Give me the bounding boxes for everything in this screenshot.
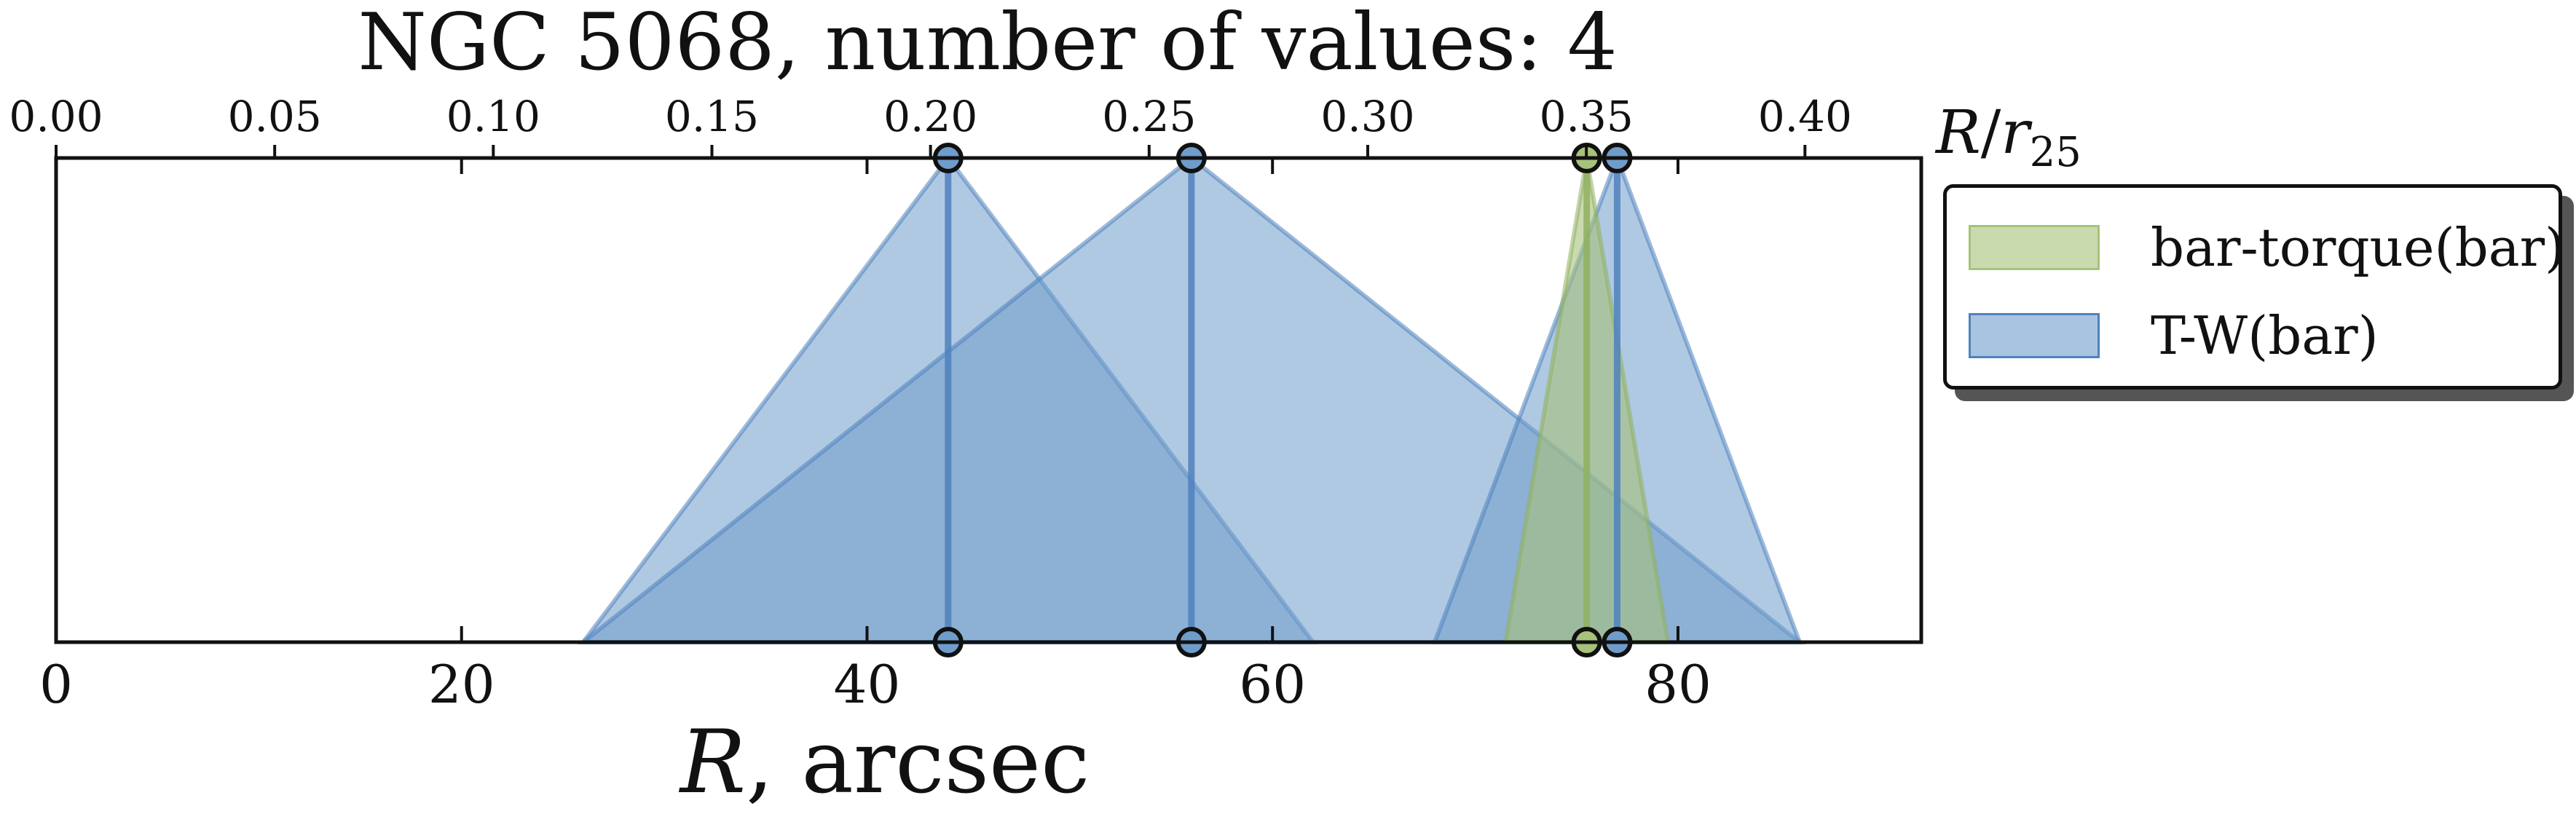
top-axis: 0.00 0.05 0.10 0.15 0.20 0.25 0.30 0.35 0.40 (9, 92, 1852, 158)
legend-label-bar-torque: bar-torque(bar) (2151, 217, 2566, 278)
chart-title: NGC 5068, number of values: 4 (358, 0, 1617, 88)
top-tick-label: 0.35 (1540, 92, 1634, 141)
legend-item-bar-torque: bar-torque(bar) (1969, 217, 2566, 278)
top-tick-label: 0.15 (665, 92, 759, 141)
top-tick-label: 0.40 (1758, 92, 1852, 141)
legend: bar-torque(bar) T-W(bar) (1943, 184, 2566, 390)
legend-item-tw: T-W(bar) (1969, 305, 2379, 366)
bottom-tick-label: 80 (1645, 654, 1712, 715)
x-axis-label: R, arcsec (679, 712, 1090, 813)
bottom-tick-label: 60 (1239, 654, 1306, 715)
top-tick-label: 0.05 (228, 92, 322, 141)
top-tick-label: 0.00 (9, 92, 103, 141)
top-tick-label: 0.20 (883, 92, 977, 141)
bottom-tick-label: 0 (39, 654, 73, 715)
top-tick-label: 0.25 (1102, 92, 1196, 141)
legend-label-tw: T-W(bar) (2151, 305, 2379, 366)
plot-frame (54, 156, 1923, 644)
top-tick-label: 0.30 (1320, 92, 1414, 141)
bottom-tick-label: 20 (428, 654, 495, 715)
top-tick-label: 0.10 (446, 92, 540, 141)
legend-swatch-tw (1969, 313, 2100, 358)
bottom-axis: 0 20 40 60 80 (39, 158, 1712, 715)
top-axis-label: R/r25 (1934, 98, 2081, 176)
bottom-tick-label: 40 (834, 654, 901, 715)
legend-swatch-bar-torque (1969, 225, 2100, 270)
x-axis-label-symbol: R (679, 712, 746, 813)
x-axis-label-unit: , arcsec (746, 712, 1090, 813)
plot-area (577, 143, 1806, 657)
